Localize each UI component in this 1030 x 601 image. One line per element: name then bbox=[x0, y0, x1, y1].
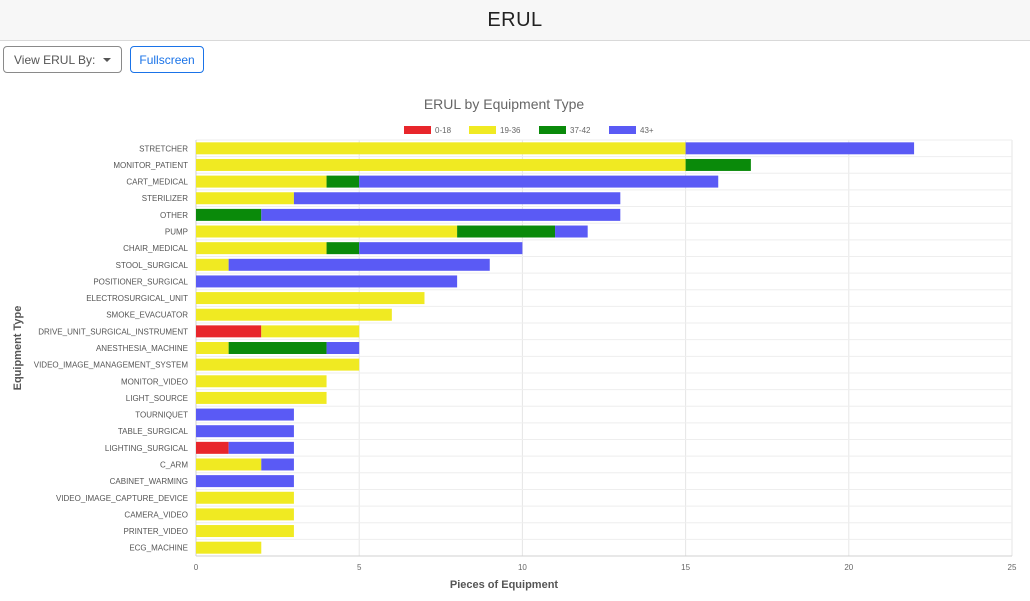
legend-swatch-43+ bbox=[609, 126, 636, 134]
y-tick-label: POSITIONER_SURGICAL bbox=[93, 277, 188, 286]
bar-cabinet_warming-43+ bbox=[196, 475, 294, 488]
bar-drive_unit_surgical_instrument-0-18 bbox=[196, 325, 262, 338]
bar-ecg_machine-19-36 bbox=[196, 541, 262, 554]
y-tick-label: OTHER bbox=[160, 211, 188, 220]
bar-stool_surgical-43+ bbox=[228, 258, 490, 271]
bar-cart_medical-43+ bbox=[359, 175, 719, 188]
bar-c_arm-19-36 bbox=[196, 458, 262, 471]
x-tick-label: 5 bbox=[357, 563, 362, 572]
x-tick-label: 25 bbox=[1008, 563, 1017, 572]
bar-c_arm-43+ bbox=[261, 458, 294, 471]
y-tick-label: CAMERA_VIDEO bbox=[124, 510, 188, 519]
bar-table_surgical-43+ bbox=[196, 425, 294, 438]
bar-stretcher-43+ bbox=[685, 142, 915, 155]
y-tick-label: PUMP bbox=[165, 228, 188, 237]
bar-smoke_evacuator-19-36 bbox=[196, 308, 392, 321]
bar-lighting_surgical-43+ bbox=[228, 441, 294, 454]
y-axis-title: Equipment Type bbox=[12, 306, 24, 391]
bar-pump-43+ bbox=[555, 225, 588, 238]
page-title: ERUL bbox=[487, 8, 543, 31]
y-tick-label: MONITOR_VIDEO bbox=[121, 377, 188, 386]
y-tick-label: LIGHTING_SURGICAL bbox=[105, 444, 189, 453]
bar-camera_video-19-36 bbox=[196, 508, 294, 521]
x-axis-title: Pieces of Equipment bbox=[450, 579, 559, 591]
bar-anesthesia_machine-19-36 bbox=[196, 342, 229, 354]
erul-bar-chart: ERUL by Equipment Type 0-18 19-36 37-42 43+ 0… bbox=[12, 96, 1017, 591]
view-erul-by-dropdown[interactable]: View ERUL By: bbox=[3, 46, 123, 73]
legend-swatch-19-36 bbox=[469, 126, 496, 134]
y-tick-label: STRETCHER bbox=[139, 144, 188, 153]
legend-label-37-42: 37-42 bbox=[570, 126, 591, 135]
y-tick-label: ELECTROSURGICAL_UNIT bbox=[86, 294, 188, 303]
legend-label-43+: 43+ bbox=[640, 126, 654, 135]
bar-drive_unit_surgical_instrument-19-36 bbox=[261, 325, 360, 338]
bar-cart_medical-37-42 bbox=[326, 175, 360, 188]
y-tick-label: CART_MEDICAL bbox=[126, 178, 188, 187]
bar-light_source-19-36 bbox=[196, 391, 327, 404]
y-tick-label: TOURNIQUET bbox=[135, 411, 188, 420]
bar-sterilizer-19-36 bbox=[196, 192, 294, 205]
bar-chair_medical-19-36 bbox=[196, 242, 327, 255]
bar-sterilizer-43+ bbox=[293, 192, 621, 205]
y-tick-label: CHAIR_MEDICAL bbox=[123, 244, 188, 253]
bar-chair_medical-37-42 bbox=[326, 242, 360, 255]
legend-label-0-18: 0-18 bbox=[435, 126, 452, 135]
bar-monitor_video-19-36 bbox=[196, 375, 327, 388]
y-tick-label: DRIVE_UNIT_SURGICAL_INSTRUMENT bbox=[38, 327, 188, 336]
title-bar: ERUL bbox=[0, 0, 1030, 41]
legend-label-19-36: 19-36 bbox=[500, 126, 521, 135]
chart-title: ERUL by Equipment Type bbox=[424, 96, 585, 112]
bar-monitor_patient-37-42 bbox=[685, 158, 751, 171]
fullscreen-button[interactable]: Fullscreen bbox=[130, 46, 204, 73]
y-tick-label: VIDEO_IMAGE_CAPTURE_DEVICE bbox=[56, 494, 188, 503]
y-tick-label: ECG_MACHINE bbox=[129, 544, 188, 553]
toolbar: View ERUL By: Fullscreen bbox=[3, 46, 204, 73]
x-tick-label: 20 bbox=[844, 563, 853, 572]
bar-printer_video-19-36 bbox=[196, 525, 294, 538]
x-tick-label: 0 bbox=[194, 563, 199, 572]
y-tick-label: ANESTHESIA_MACHINE bbox=[96, 344, 188, 353]
y-tick-label: PRINTER_VIDEO bbox=[124, 527, 188, 536]
bar-anesthesia_machine-43+ bbox=[326, 342, 360, 354]
bar-other-37-42 bbox=[196, 208, 262, 221]
y-tick-label: CABINET_WARMING bbox=[110, 477, 188, 486]
y-tick-label: VIDEO_IMAGE_MANAGEMENT_SYSTEM bbox=[34, 361, 189, 370]
view-erul-by-label: View ERUL By: bbox=[14, 52, 96, 67]
bar-monitor_patient-19-36 bbox=[196, 158, 686, 171]
bar-stretcher-19-36 bbox=[196, 142, 686, 155]
bar-lighting_surgical-0-18 bbox=[196, 441, 229, 454]
bar-tourniquet-43+ bbox=[196, 408, 294, 421]
bar-cart_medical-19-36 bbox=[196, 175, 327, 188]
y-tick-label: STOOL_SURGICAL bbox=[116, 261, 189, 270]
bar-video_image_capture_device-19-36 bbox=[196, 491, 294, 504]
legend-swatch-0-18 bbox=[404, 126, 431, 134]
bar-chair_medical-43+ bbox=[359, 242, 523, 255]
bar-video_image_management_system-19-36 bbox=[196, 358, 360, 371]
bar-anesthesia_machine-37-42 bbox=[228, 342, 327, 354]
y-tick-label: STERILIZER bbox=[142, 194, 188, 203]
caret-down-icon bbox=[103, 57, 112, 62]
bar-stool_surgical-19-36 bbox=[196, 258, 229, 271]
bar-electrosurgical_unit-19-36 bbox=[196, 292, 425, 305]
bar-positioner_surgical-43+ bbox=[196, 275, 458, 288]
y-tick-label: SMOKE_EVACUATOR bbox=[106, 311, 188, 320]
x-tick-label: 15 bbox=[681, 563, 690, 572]
y-tick-label: MONITOR_PATIENT bbox=[113, 161, 188, 170]
bar-pump-19-36 bbox=[196, 225, 458, 238]
y-tick-label: LIGHT_SOURCE bbox=[126, 394, 188, 403]
bar-other-43+ bbox=[261, 208, 621, 221]
x-tick-label: 10 bbox=[518, 563, 527, 572]
y-tick-label: TABLE_SURGICAL bbox=[118, 427, 189, 436]
legend-swatch-37-42 bbox=[539, 126, 566, 134]
bar-pump-37-42 bbox=[457, 225, 556, 238]
y-tick-label: C_ARM bbox=[160, 460, 188, 469]
